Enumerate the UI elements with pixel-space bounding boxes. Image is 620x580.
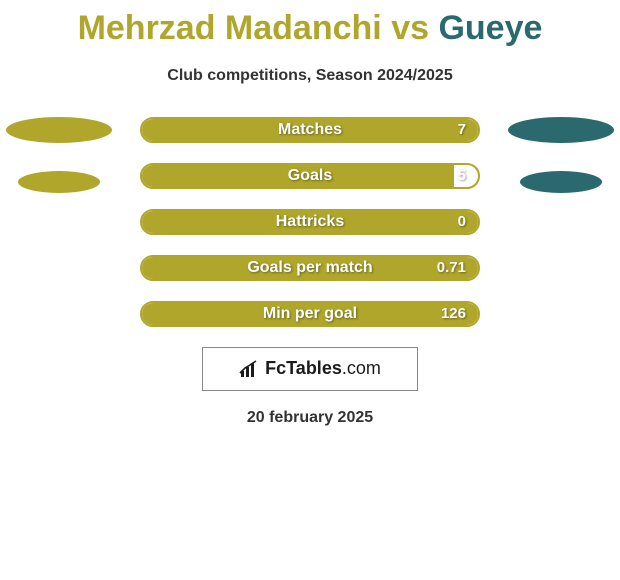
subtitle: Club competitions, Season 2024/2025 xyxy=(0,67,620,85)
stat-label: Goals xyxy=(142,165,478,187)
right-player-silhouette xyxy=(508,117,614,193)
stat-value: 0.71 xyxy=(437,257,466,279)
stat-value: 126 xyxy=(441,303,466,325)
bar-chart-icon xyxy=(239,359,261,379)
stat-row: Goals per match0.71 xyxy=(140,255,480,281)
chart-area: Matches7Goals5Hattricks0Goals per match0… xyxy=(0,117,620,327)
stat-rows: Matches7Goals5Hattricks0Goals per match0… xyxy=(140,117,480,327)
stat-row: Min per goal126 xyxy=(140,301,480,327)
logo-text: FcTables.com xyxy=(265,358,381,379)
stat-value: 0 xyxy=(458,211,466,233)
date-caption: 20 february 2025 xyxy=(0,409,620,427)
source-logo: FcTables.com xyxy=(202,347,418,391)
page-title: Mehrzad Madanchi vs Gueye xyxy=(0,0,620,49)
stat-value: 5 xyxy=(458,165,466,187)
title-player1: Mehrzad Madanchi xyxy=(78,9,392,47)
left-player-silhouette xyxy=(6,117,112,193)
stat-label: Hattricks xyxy=(142,211,478,233)
comparison-infographic: Mehrzad Madanchi vs Gueye Club competiti… xyxy=(0,0,620,580)
silhouette-body xyxy=(18,171,100,193)
stat-label: Min per goal xyxy=(142,303,478,325)
silhouette-head xyxy=(6,117,112,143)
stat-label: Matches xyxy=(142,119,478,141)
title-player2: Gueye xyxy=(438,9,542,47)
stat-row: Matches7 xyxy=(140,117,480,143)
title-vs: vs xyxy=(391,9,438,47)
silhouette-body xyxy=(520,171,602,193)
silhouette-head xyxy=(508,117,614,143)
stat-value: 7 xyxy=(458,119,466,141)
stat-label: Goals per match xyxy=(142,257,478,279)
stat-row: Goals5 xyxy=(140,163,480,189)
stat-row: Hattricks0 xyxy=(140,209,480,235)
